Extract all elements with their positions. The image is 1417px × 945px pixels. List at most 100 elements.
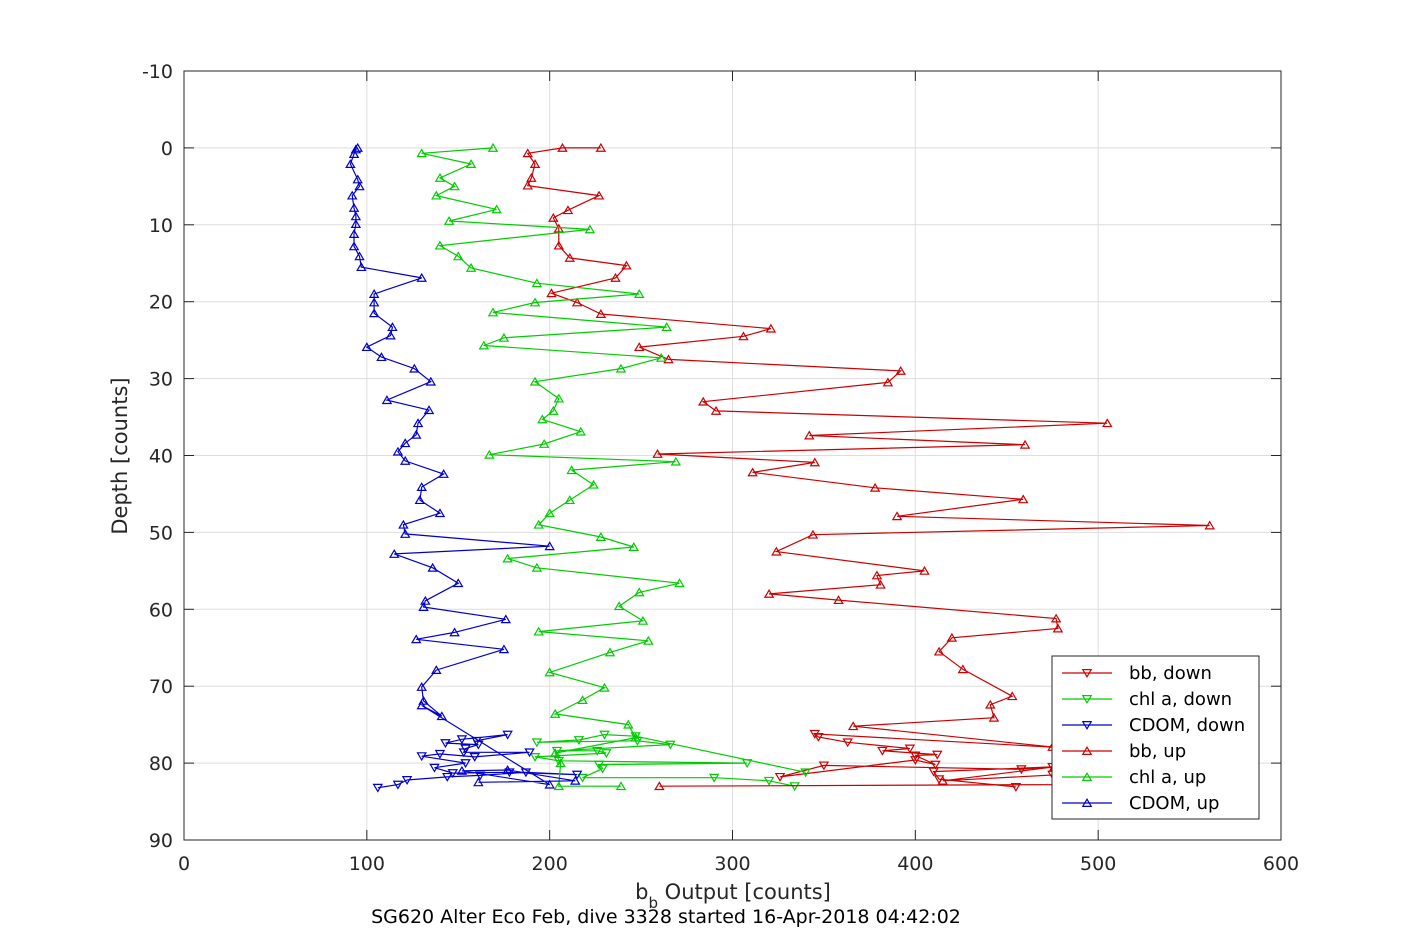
data-point	[842, 738, 853, 748]
data-point	[1019, 439, 1031, 449]
data-point	[654, 781, 665, 791]
legend: bb, down chl a, down CDOM, down bb, up chl a…	[1051, 655, 1260, 820]
data-point	[595, 142, 607, 152]
data-point	[957, 664, 969, 674]
data-point	[553, 756, 565, 766]
data-point	[434, 749, 446, 759]
axis-ticks: 0 100 200 300 400 500 600 -10 0 10 20 30 40 50 60 70 80 9…	[142, 61, 1299, 875]
y-tick-label: 0	[161, 138, 173, 160]
legend-item: bb, up	[1062, 741, 1186, 762]
data-point	[434, 172, 446, 182]
data-point	[381, 395, 393, 405]
series-chl-a-down	[529, 730, 811, 792]
data-point	[522, 180, 533, 190]
legend-marker	[1081, 772, 1093, 781]
data-point	[615, 781, 627, 791]
data-point	[599, 730, 610, 740]
data-point	[807, 529, 819, 539]
data-point	[431, 665, 442, 675]
y-tick-label: 70	[149, 676, 173, 698]
data-point	[387, 322, 398, 332]
data-point	[1010, 782, 1022, 792]
series-line	[526, 147, 1210, 787]
y-tick-label: 60	[149, 599, 173, 621]
data-point	[548, 212, 559, 222]
data-point	[425, 376, 437, 386]
y-tick-label: 40	[149, 446, 173, 468]
data-point	[771, 546, 782, 556]
data-point	[414, 495, 426, 505]
data-point	[595, 532, 607, 541]
data-point	[800, 768, 811, 778]
data-point	[601, 749, 612, 759]
data-point	[418, 602, 429, 611]
data-point	[473, 777, 484, 787]
legend-box	[1051, 655, 1260, 820]
data-point	[449, 627, 460, 637]
data-point	[352, 142, 363, 152]
data-point	[553, 393, 565, 403]
data-point	[591, 746, 603, 756]
data-point	[423, 405, 435, 415]
data-point	[946, 632, 958, 642]
data-point	[460, 759, 471, 769]
data-point	[634, 342, 645, 352]
data-point	[637, 615, 649, 625]
series-cdom-up	[345, 142, 581, 789]
data-point	[548, 405, 559, 415]
data-point	[533, 626, 544, 636]
data-point	[442, 772, 453, 782]
data-point	[697, 396, 709, 406]
data-point	[904, 744, 916, 754]
data-point	[410, 429, 422, 439]
legend-item: bb, down	[1062, 663, 1212, 684]
x-tick-label: 100	[349, 853, 385, 875]
data-point	[544, 541, 555, 551]
data-point	[553, 781, 565, 791]
legend-marker	[1081, 721, 1093, 730]
data-point	[474, 771, 486, 781]
data-point	[456, 765, 468, 775]
data-point	[354, 181, 365, 191]
data-point	[345, 159, 356, 169]
data-point	[765, 323, 777, 333]
data-point	[643, 635, 654, 645]
data-point	[1017, 494, 1029, 504]
data-point	[566, 465, 577, 475]
data-point	[368, 308, 380, 318]
legend-marker	[1081, 669, 1093, 678]
data-point	[882, 377, 894, 387]
series-line	[421, 147, 680, 787]
data-point	[434, 508, 446, 518]
data-point	[392, 446, 404, 456]
data-point	[557, 142, 568, 152]
data-point	[571, 297, 583, 307]
y-tick-label: -10	[142, 61, 173, 83]
x-tick-label: 500	[1080, 853, 1116, 875]
data-point	[595, 309, 607, 318]
data-point	[553, 240, 565, 250]
data-point	[623, 719, 634, 729]
data-point	[593, 760, 605, 770]
data-point	[385, 330, 396, 340]
data-point	[988, 712, 1000, 722]
data-point	[544, 508, 555, 518]
data-point	[871, 570, 883, 580]
data-point	[634, 587, 645, 597]
data-point	[741, 759, 753, 769]
series-line	[779, 733, 1063, 788]
y-axis-label: Depth [counts]	[108, 377, 132, 534]
data-point	[348, 229, 360, 238]
data-point	[869, 482, 881, 492]
data-point	[447, 769, 459, 779]
y-tick-label: 30	[149, 369, 173, 391]
x-tick-label: 200	[532, 853, 568, 875]
data-point	[443, 215, 455, 225]
data-point	[368, 289, 380, 298]
data-point	[416, 148, 427, 158]
data-point	[440, 739, 451, 749]
data-point	[416, 700, 427, 710]
y-tick-label: 20	[149, 292, 173, 314]
data-point	[551, 746, 563, 756]
data-point	[932, 750, 943, 760]
